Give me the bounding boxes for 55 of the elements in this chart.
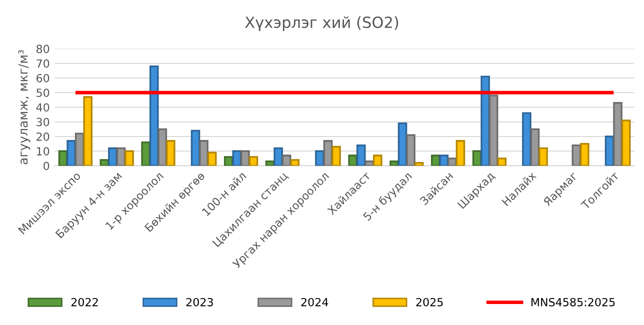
bar bbox=[166, 140, 176, 166]
y-tick-label: 80 bbox=[36, 44, 50, 54]
bar bbox=[240, 150, 250, 166]
bar bbox=[248, 156, 258, 166]
bar bbox=[356, 144, 366, 166]
bar bbox=[364, 160, 374, 166]
y-tick-label: 40 bbox=[36, 103, 50, 112]
bar bbox=[332, 146, 341, 166]
bar bbox=[290, 159, 300, 166]
bar bbox=[572, 144, 582, 166]
y-tick-label: 60 bbox=[36, 74, 50, 82]
bar bbox=[373, 154, 382, 166]
legend-label: MNS4585:2025 bbox=[531, 298, 615, 306]
y-tick-label: 70 bbox=[36, 59, 50, 68]
chart-title: Хүхэрлэг хий (SO2) bbox=[245, 16, 398, 32]
bar bbox=[456, 140, 466, 166]
y-axis-title: агууламж, мкг/м³ bbox=[18, 50, 30, 164]
bar bbox=[406, 134, 416, 166]
y-tick-label: 50 bbox=[36, 88, 50, 98]
bar bbox=[538, 147, 548, 166]
bar bbox=[141, 142, 150, 166]
legend-label: 2025 bbox=[416, 298, 443, 306]
bar bbox=[224, 156, 234, 166]
legend-label: 2024 bbox=[301, 298, 328, 306]
bar bbox=[66, 140, 76, 166]
bar bbox=[390, 160, 399, 166]
bar bbox=[348, 154, 358, 166]
bar bbox=[274, 147, 283, 166]
bar bbox=[430, 154, 440, 166]
legend-label: 2022 bbox=[71, 298, 98, 306]
bar bbox=[439, 154, 449, 166]
y-tick-label: 10 bbox=[36, 147, 50, 156]
bar bbox=[448, 158, 457, 166]
y-tick-label: 30 bbox=[36, 118, 50, 126]
bar bbox=[613, 102, 622, 166]
bar bbox=[488, 94, 498, 166]
bar bbox=[530, 128, 540, 166]
bar bbox=[480, 76, 490, 166]
bar bbox=[199, 140, 208, 166]
bar bbox=[158, 128, 168, 166]
y-tick-label: 0 bbox=[44, 162, 50, 170]
y-tick-label: 20 bbox=[36, 132, 50, 141]
bar bbox=[522, 112, 532, 166]
bar bbox=[621, 120, 631, 166]
bar bbox=[124, 150, 134, 166]
bar bbox=[580, 142, 590, 166]
bar bbox=[108, 147, 118, 166]
legend-label: 2023 bbox=[186, 298, 213, 306]
bar bbox=[282, 154, 292, 166]
bar bbox=[414, 162, 424, 166]
bar bbox=[497, 158, 507, 166]
bar bbox=[207, 152, 217, 166]
bar bbox=[149, 65, 159, 166]
bar bbox=[315, 150, 324, 166]
bar bbox=[83, 96, 93, 166]
